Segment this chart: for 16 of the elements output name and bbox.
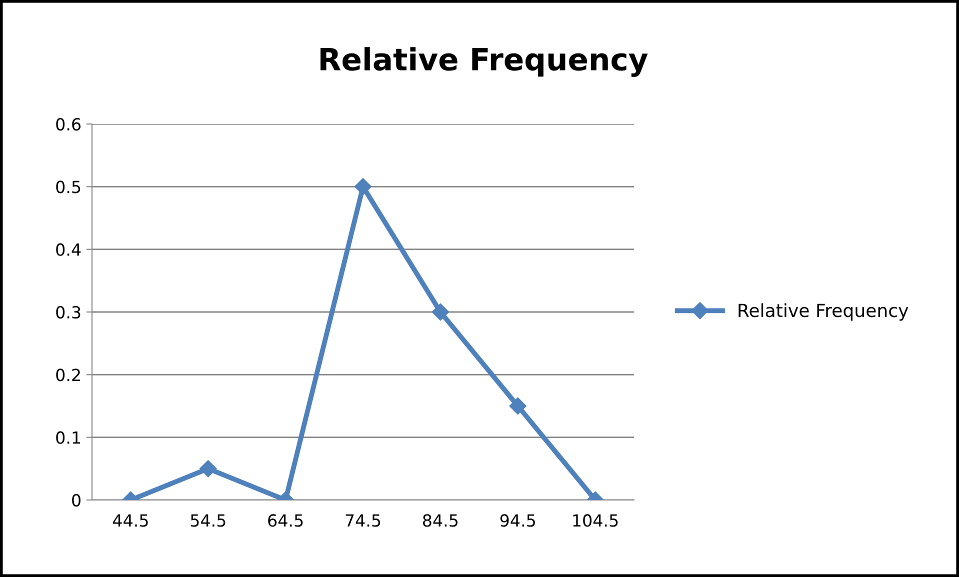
y-tick-label: 0.4 [56, 243, 81, 256]
x-tick-label: 44.5 [112, 514, 148, 527]
legend-label: Relative Frequency [738, 303, 908, 321]
x-tick-label: 94.5 [500, 514, 535, 527]
y-tick-label: 0.3 [56, 306, 80, 319]
y-tick-label: 0.5 [56, 180, 80, 194]
chart-title: Relative Frequency [320, 47, 648, 77]
x-tick-label: 84.5 [423, 514, 458, 527]
y-tick-label: 0 [72, 494, 80, 507]
y-tick-label: 0.6 [56, 118, 81, 131]
x-tick-label: 64.5 [268, 514, 303, 527]
y-tick-label: 0.1 [56, 431, 80, 444]
y-tick-label: 0.2 [56, 368, 80, 382]
x-tick-label: 104.5 [573, 514, 618, 527]
x-tick-label: 54.5 [190, 514, 226, 527]
x-tick-label: 74.5 [346, 514, 380, 527]
